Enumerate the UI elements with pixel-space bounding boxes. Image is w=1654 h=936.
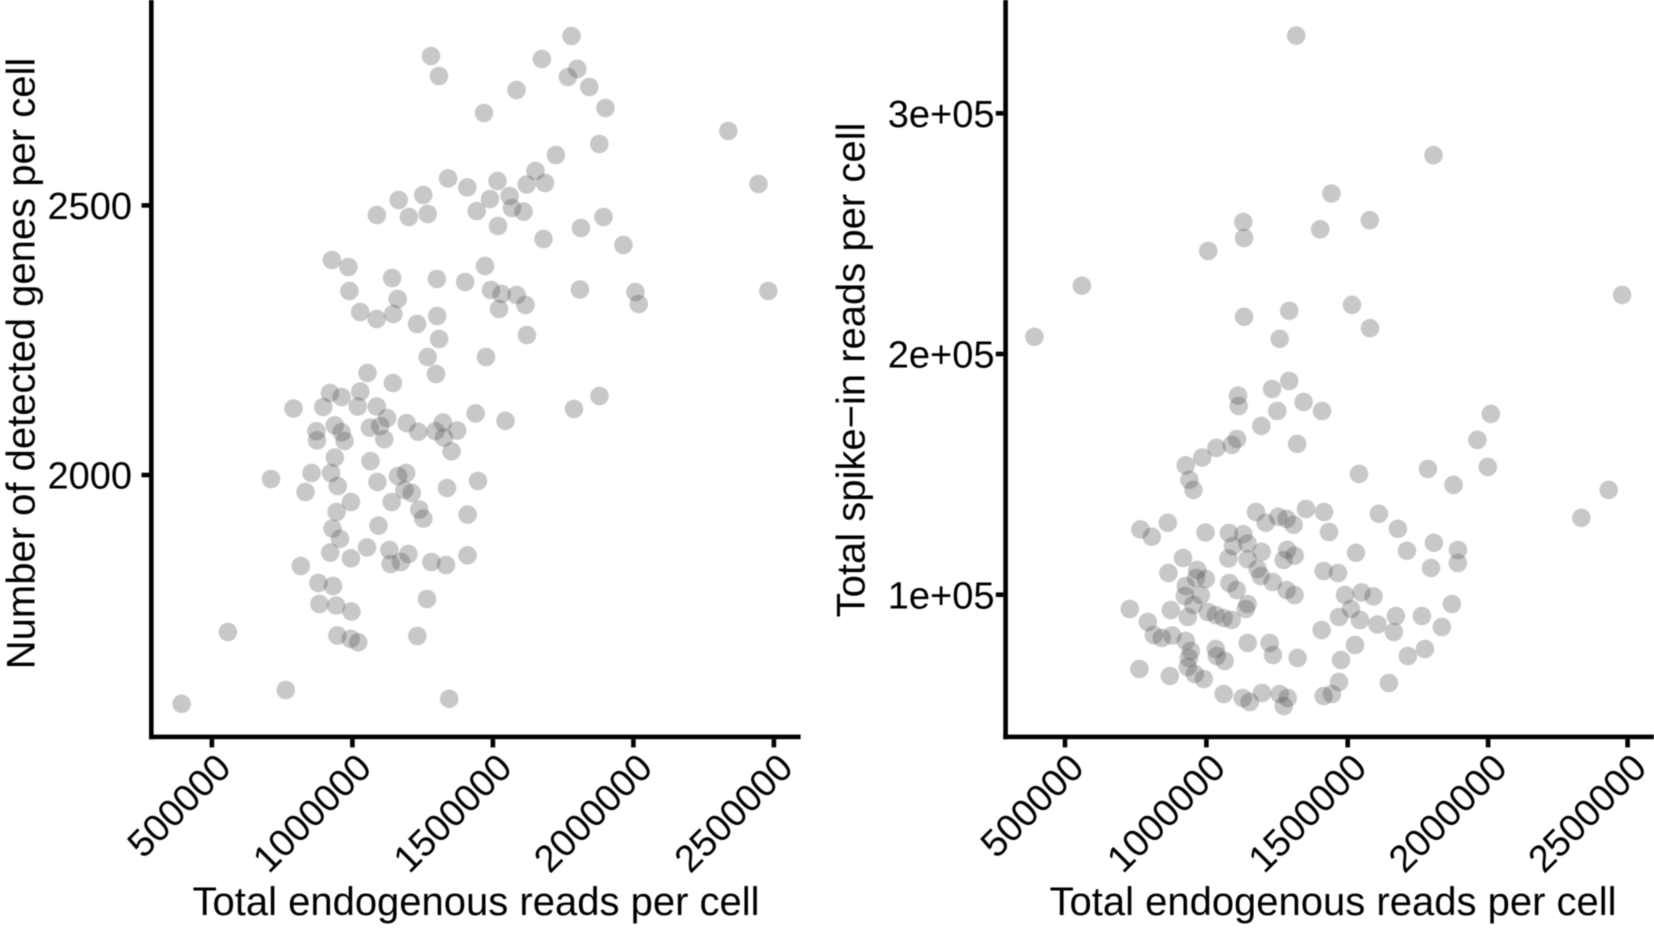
svg-text:Total spike−in reads per cell: Total spike−in reads per cell (830, 123, 874, 618)
svg-text:3e+05: 3e+05 (888, 94, 995, 136)
svg-text:2e+05: 2e+05 (888, 335, 995, 377)
svg-text:2500: 2500 (47, 186, 132, 228)
svg-text:Total endogenous reads per cel: Total endogenous reads per cell (192, 880, 759, 924)
svg-text:Total endogenous reads per cel: Total endogenous reads per cell (1049, 880, 1616, 924)
svg-text:2000: 2000 (47, 456, 132, 498)
svg-text:1e+05: 1e+05 (888, 575, 995, 617)
svg-text:Number of detected genes per c: Number of detected genes per cell (0, 58, 44, 669)
